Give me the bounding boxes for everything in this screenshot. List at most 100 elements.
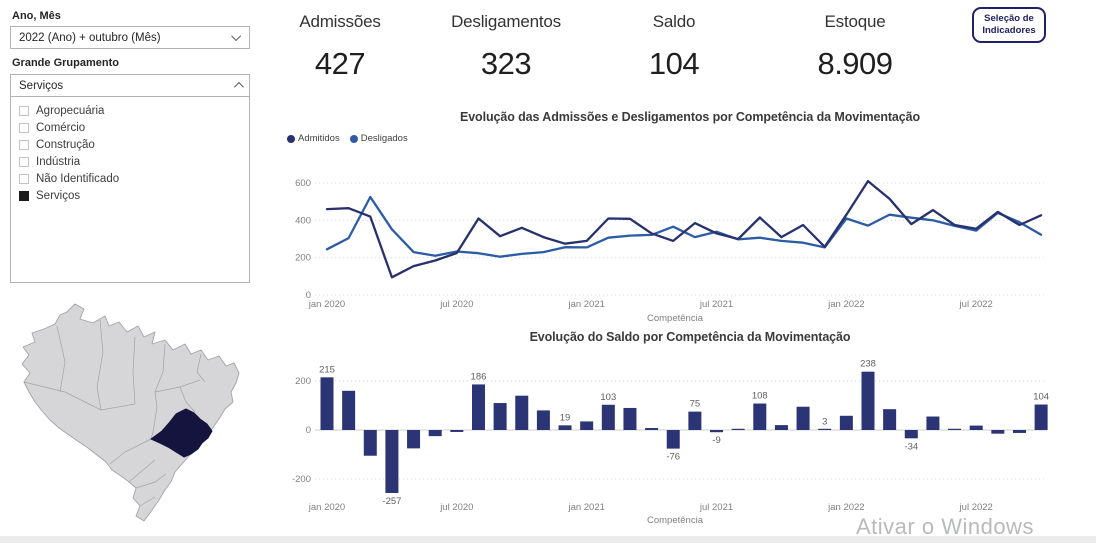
bar-mai-2022[interactable] xyxy=(926,416,940,430)
state-border xyxy=(96,319,104,411)
bar-jul-2022[interactable] xyxy=(969,425,983,430)
checkbox-unchecked-icon[interactable] xyxy=(19,106,29,116)
bar-abr-2020[interactable] xyxy=(385,430,399,493)
x-axis-tick-label: jul 2020 xyxy=(439,502,473,513)
bar-mar-2022[interactable] xyxy=(883,409,897,430)
bar-set-2021[interactable] xyxy=(753,403,767,430)
state-border xyxy=(139,496,156,507)
bar-fev-2020[interactable] xyxy=(342,390,356,430)
kpi-value: 8.909 xyxy=(817,46,893,81)
bar-out-2022[interactable] xyxy=(1034,404,1048,430)
y-axis-tick-label: 400 xyxy=(295,215,311,226)
indicator-selection-button[interactable]: Seleção de Indicadores xyxy=(972,7,1046,43)
bar-mai-2021[interactable] xyxy=(666,430,680,449)
line-chart-legend: Admitidos Desligados xyxy=(287,133,408,144)
bar-dez-2020[interactable] xyxy=(558,425,572,430)
windows-activation-watermark: Ativar o Windows xyxy=(856,514,1034,539)
bar-mar-2021[interactable] xyxy=(623,407,637,430)
bar-abr-2021[interactable] xyxy=(645,428,659,430)
kpi-label: Estoque xyxy=(824,12,886,31)
y-axis-tick-label: 600 xyxy=(295,178,311,189)
bar-mar-2020[interactable] xyxy=(363,430,377,456)
kpi-card-admissões: Admissões 427 xyxy=(280,12,400,82)
kpi-value: 323 xyxy=(480,46,532,81)
bar-dez-2021[interactable] xyxy=(818,428,832,430)
bar-data-label: 3 xyxy=(822,416,827,427)
grouping-option-não-identificado[interactable]: Não Identificado xyxy=(19,171,249,187)
grouping-option-label: Indústria xyxy=(36,156,81,168)
line-series-desligados[interactable] xyxy=(325,195,1043,258)
grouping-option-comércio[interactable]: Comércio xyxy=(19,120,249,136)
kpi-label: Desligamentos xyxy=(451,12,561,31)
bar-fev-2022[interactable] xyxy=(861,371,875,430)
bar-nov-2021[interactable] xyxy=(796,406,810,430)
bar-set-2022[interactable] xyxy=(1012,430,1026,433)
grouping-dropdown[interactable]: Serviços xyxy=(10,74,250,97)
bar-data-label: 238 xyxy=(860,359,876,370)
y-axis-tick-label: 200 xyxy=(295,376,311,387)
kpi-value: 104 xyxy=(648,46,700,81)
line-chart[interactable]: 0 200 400 600 jan 2020 jul 2020 jan 2021 jul 20… xyxy=(285,145,1096,328)
bar-jul-2020[interactable] xyxy=(450,430,464,432)
checkbox-unchecked-icon[interactable] xyxy=(19,123,29,133)
bar-data-label: -76 xyxy=(666,452,680,463)
bar-out-2021[interactable] xyxy=(774,425,788,430)
bar-ago-2020[interactable] xyxy=(471,384,485,430)
state-border xyxy=(132,336,136,405)
y-axis-tick-label: 200 xyxy=(295,253,311,264)
bar-ago-2022[interactable] xyxy=(991,430,1005,434)
x-axis-tick-label: jul 2022 xyxy=(959,299,993,310)
bar-jan-2020[interactable] xyxy=(320,377,334,430)
bar-out-2020[interactable] xyxy=(515,395,529,430)
kpi-card-desligamentos: Desligamentos 323 xyxy=(436,12,576,82)
bar-data-label: 215 xyxy=(319,364,335,375)
year-month-dropdown-value: 2022 (Ano) + outubro (Mês) xyxy=(19,31,161,44)
state-minas-gerais[interactable] xyxy=(150,408,213,458)
x-axis-tick-label: jan 2021 xyxy=(567,299,604,310)
grouping-filter-label: Grande Grupamento xyxy=(12,57,119,69)
x-axis-tick-label: jan 2020 xyxy=(308,299,345,310)
bar-data-label: -34 xyxy=(904,441,918,452)
state-border xyxy=(179,386,196,413)
x-axis-tick-label: jan 2021 xyxy=(567,502,604,513)
bar-jan-2022[interactable] xyxy=(839,415,853,430)
bar-nov-2020[interactable] xyxy=(536,410,550,430)
x-axis-title: Competência xyxy=(647,313,704,324)
checkbox-checked-icon[interactable] xyxy=(19,191,29,201)
y-axis-tick-label: 0 xyxy=(306,290,311,301)
legend-item-desligados[interactable]: Desligados xyxy=(349,133,408,144)
grouping-option-indústria[interactable]: Indústria xyxy=(19,154,249,170)
bar-jun-2022[interactable] xyxy=(948,428,962,430)
grouping-option-serviços[interactable]: Serviços xyxy=(19,188,249,204)
state-border xyxy=(150,406,158,440)
bar-ago-2021[interactable] xyxy=(731,428,745,430)
legend-dot-icon xyxy=(349,134,358,143)
bar-data-label: 103 xyxy=(600,392,616,403)
bar-jun-2020[interactable] xyxy=(428,430,442,437)
checkbox-unchecked-icon[interactable] xyxy=(19,174,29,184)
bar-mai-2020[interactable] xyxy=(407,430,421,449)
bar-data-label: 75 xyxy=(690,399,701,410)
bar-jul-2021[interactable] xyxy=(710,430,724,433)
bar-jan-2021[interactable] xyxy=(580,421,594,430)
checkbox-unchecked-icon[interactable] xyxy=(19,140,29,150)
year-month-dropdown[interactable]: 2022 (Ano) + outubro (Mês) xyxy=(10,26,250,49)
checkbox-unchecked-icon[interactable] xyxy=(19,157,29,167)
grouping-option-construção[interactable]: Construção xyxy=(19,137,249,153)
kpi-card-estoque: Estoque 8.909 xyxy=(795,12,915,82)
legend-item-admitidos[interactable]: Admitidos xyxy=(287,133,340,144)
bar-jun-2021[interactable] xyxy=(688,411,702,430)
bar-set-2020[interactable] xyxy=(493,403,507,430)
x-axis-tick-label: jan 2022 xyxy=(827,299,864,310)
line-series-admitidos[interactable] xyxy=(325,179,1043,279)
grouping-option-agropecuária[interactable]: Agropecuária xyxy=(19,103,249,119)
kpi-value: 427 xyxy=(314,46,366,81)
brazil-map[interactable] xyxy=(5,292,265,532)
bar-fev-2021[interactable] xyxy=(601,404,615,430)
chevron-up-icon xyxy=(233,81,244,92)
bar-data-label: 108 xyxy=(752,391,768,402)
bar-abr-2022[interactable] xyxy=(904,430,918,439)
line-chart-title: Evolução das Admissões e Desligamentos p… xyxy=(459,110,921,124)
bar-chart[interactable]: -200 0 200 215 -257 186 19 103 -76 75 -9 108 3 238 -34… xyxy=(285,346,1096,536)
grouping-dropdown-value: Serviços xyxy=(19,79,64,92)
